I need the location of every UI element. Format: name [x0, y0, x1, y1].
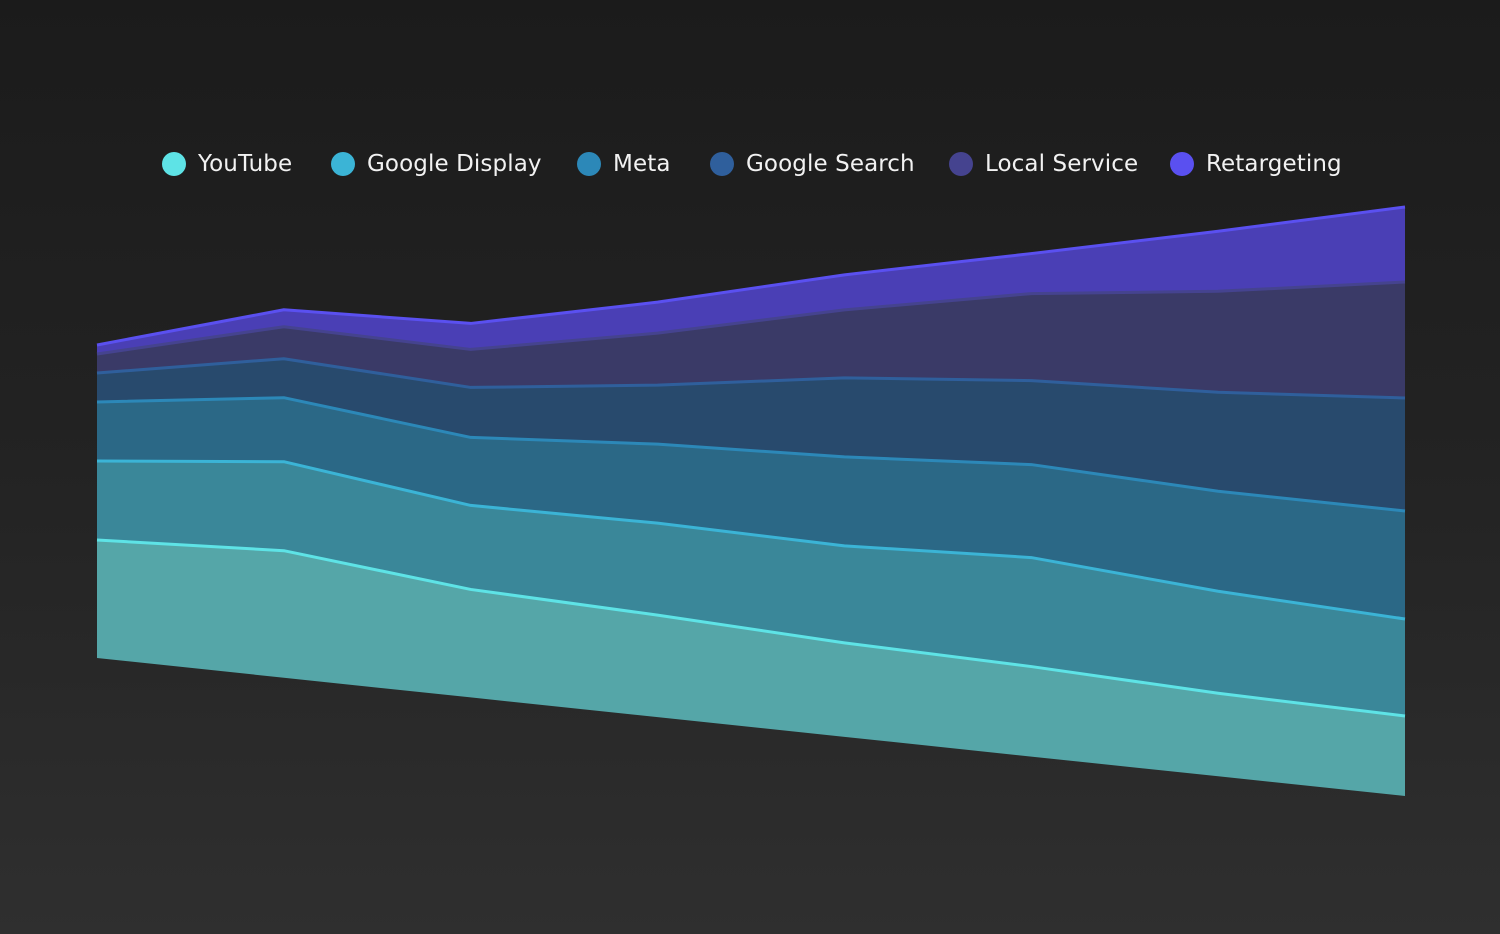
line-google-display	[96, 459, 1406, 621]
legend-label: Local Service	[985, 151, 1139, 177]
area-google-search	[97, 358, 1405, 511]
line-retargeting	[96, 205, 1406, 347]
legend-label: Retargeting	[1206, 151, 1342, 177]
legend-item-retargeting[interactable]: Retargeting	[1170, 140, 1342, 188]
legend-label: YouTube	[198, 151, 293, 177]
legend-item-meta[interactable]: Meta	[577, 140, 671, 188]
line-local-service	[96, 280, 1406, 356]
line-google-search	[96, 357, 1406, 400]
legend-label: Meta	[613, 151, 671, 177]
legend-item-google-search[interactable]: Google Search	[710, 140, 915, 188]
area-meta	[97, 397, 1405, 619]
legend-item-google-display[interactable]: Google Display	[331, 140, 542, 188]
legend-swatch	[1170, 152, 1194, 176]
line-meta	[96, 396, 1406, 513]
area-local-service	[97, 282, 1405, 398]
legend: YouTube Google Display Meta Google Search Lo…	[0, 140, 1500, 188]
line-youtube	[96, 538, 1406, 718]
legend-item-local-service[interactable]: Local Service	[949, 140, 1138, 188]
legend-swatch	[331, 152, 355, 176]
area-google-display	[97, 461, 1405, 716]
legend-swatch	[710, 152, 734, 176]
legend-swatch	[162, 152, 186, 176]
legend-swatch	[577, 152, 601, 176]
legend-label: Google Display	[367, 151, 542, 177]
area-retargeting	[97, 207, 1405, 354]
legend-swatch	[949, 152, 973, 176]
legend-item-youtube[interactable]: YouTube	[162, 140, 292, 188]
area-youtube	[97, 540, 1405, 796]
legend-label: Google Search	[746, 151, 915, 177]
